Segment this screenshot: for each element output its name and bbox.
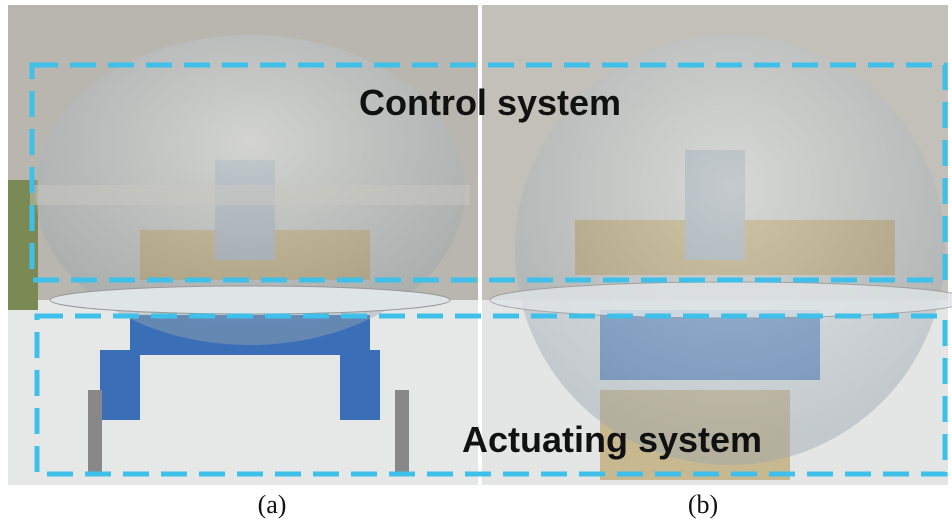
actuating-label: Actuating system [462,419,762,460]
caption: (a) [258,490,287,519]
photo-b [482,5,952,485]
photo-a [8,5,478,485]
figure: Control system Actuating system (a) (b) [0,0,952,523]
caption: (b) [688,490,718,519]
control-label: Control system [359,82,621,123]
